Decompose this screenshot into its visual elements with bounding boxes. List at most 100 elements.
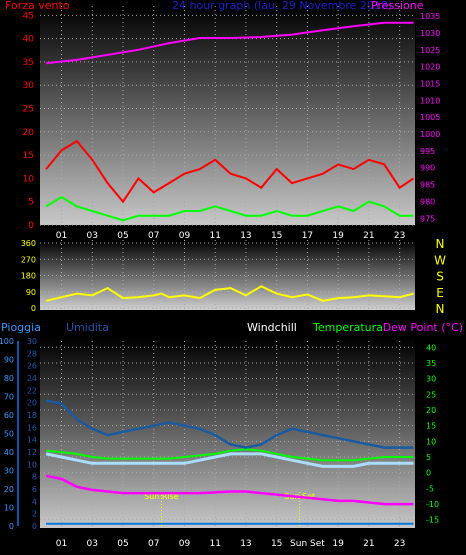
wind-speed-line [45, 139, 415, 204]
temp-tick-label: 35 [426, 359, 436, 368]
humidity-tick-label: 12 [27, 448, 37, 457]
pressure-line [45, 21, 414, 65]
windchill-line [45, 452, 414, 468]
rain-tick-label: 80 [4, 374, 14, 383]
rain-tick-label: 0 [9, 522, 14, 531]
y-right-tick-label: 1005 [420, 113, 440, 122]
x-tick-label: 03 [87, 539, 98, 549]
y-right-tick-label: 1015 [420, 79, 440, 88]
compass-label: S [436, 270, 444, 284]
y-right-tick-label: 980 [420, 197, 435, 206]
x-tick-label: 11 [209, 539, 220, 549]
y-left-tick-label: 0 [28, 221, 34, 231]
x-tick-label: 19 [332, 539, 344, 549]
y-left-tick-label: 45 [23, 11, 34, 21]
x-tick-label: 15 [271, 539, 282, 549]
temp-tick-label: 30 [426, 375, 436, 384]
humidity-tick-label: 18 [27, 411, 37, 420]
rain-tick-label: 100 [0, 337, 14, 346]
windchill-label: Windchill [247, 321, 297, 334]
y-right-tick-label: 990 [420, 164, 435, 173]
humidity-tick-label: 28 [27, 349, 37, 358]
y-right-tick-label: 995 [420, 147, 435, 156]
x-tick-label: 13 [240, 231, 251, 241]
pressure-label: Pressione [371, 0, 424, 12]
x-tick-label: 21 [363, 539, 374, 549]
x-tick-label: 07 [148, 231, 159, 241]
humidity-tick-label: 2 [32, 510, 37, 519]
humidity-tick-label: 22 [27, 386, 37, 395]
y-right-tick-label: 1010 [420, 96, 440, 105]
x-tick-label: 13 [240, 539, 251, 549]
humidity-tick-label: 8 [32, 473, 37, 482]
x-tick-label: 17 [302, 231, 313, 241]
humidity-tick-label: 20 [27, 399, 37, 408]
x-tick-label: 05 [117, 231, 128, 241]
wind-avg-line [45, 195, 414, 222]
rain-tick-label: 70 [4, 393, 14, 402]
x-tick-label: 09 [179, 539, 191, 549]
x-tick-label: 07 [148, 539, 159, 549]
direction-tick-label: 0 [31, 304, 36, 313]
series-lines [45, 21, 415, 526]
humidity-tick-label: 4 [32, 497, 37, 506]
x-tick-label: 21 [363, 231, 374, 241]
compass-label: E [436, 286, 444, 300]
rain-tick-label: 20 [4, 485, 14, 494]
y-right-tick-label: 1030 [420, 29, 440, 38]
y-left-tick-label: 10 [23, 174, 35, 184]
compass-label: W [434, 253, 446, 267]
compass-label: N [436, 302, 445, 316]
humidity-tick-label: 16 [27, 423, 37, 432]
y-left-tick-label: 25 [23, 105, 34, 115]
compass-label: N [436, 237, 445, 251]
annotation-label: Sun Rise [144, 492, 179, 501]
temp-tick-label: 0 [426, 469, 431, 478]
humidity-tick-label: 30 [27, 337, 37, 346]
rain-tick-label: 50 [4, 430, 14, 439]
temp-tick-label: 20 [426, 406, 436, 415]
x-tick-label: 23 [394, 231, 405, 241]
humidity-tick-label: 14 [27, 436, 37, 445]
temp-tick-label: 10 [426, 437, 436, 446]
wind-direction-line [45, 285, 414, 302]
y-right-tick-label: 975 [420, 214, 435, 223]
x-tick-label: 01 [56, 539, 67, 549]
wind-speed-label: Forza vento [5, 0, 70, 12]
temp-tick-label: 5 [426, 453, 431, 462]
humidity-tick-label: 24 [27, 374, 37, 383]
y-left-tick-label: 20 [23, 128, 35, 138]
temperature-label: Temperatura [312, 321, 383, 334]
temp-tick-label: 15 [426, 422, 436, 431]
x-tick-label: 03 [87, 231, 98, 241]
x-tick-label: 19 [332, 231, 344, 241]
humidity-tick-label: 26 [27, 362, 37, 371]
x-tick-label: 05 [117, 539, 128, 549]
rain-tick-label: 60 [4, 411, 14, 420]
grid-lines [17, 6, 415, 526]
direction-tick-label: 360 [21, 239, 36, 248]
direction-tick-label: 90 [26, 288, 36, 297]
y-left-tick-label: 30 [23, 81, 35, 91]
y-right-tick-label: 1025 [420, 46, 440, 55]
chart-title: 24 hour graph (lau. 29 Novembre 2018) [172, 0, 392, 12]
x-tick-label: 01 [56, 231, 67, 241]
y-right-tick-label: 985 [420, 181, 435, 190]
x-tick-label: 15 [271, 231, 282, 241]
rain-label: Pioggia [1, 321, 41, 334]
temperature-line [45, 448, 414, 462]
y-left-tick-label: 5 [28, 198, 34, 208]
y-right-tick-label: 1020 [420, 63, 440, 72]
temp-tick-label: -5 [426, 484, 434, 493]
temp-tick-label: -15 [426, 516, 439, 525]
x-tick-label: 23 [394, 539, 405, 549]
direction-tick-label: 270 [21, 255, 36, 264]
temperature-panel [40, 338, 415, 528]
rain-tick-label: 90 [4, 356, 14, 365]
y-left-tick-label: 40 [23, 35, 35, 45]
dewpoint-label: Dew Point (°C) [383, 321, 463, 334]
x-tick-label: 09 [179, 231, 191, 241]
wind-pressure-panel [40, 6, 415, 225]
temp-tick-label: 25 [426, 390, 436, 399]
